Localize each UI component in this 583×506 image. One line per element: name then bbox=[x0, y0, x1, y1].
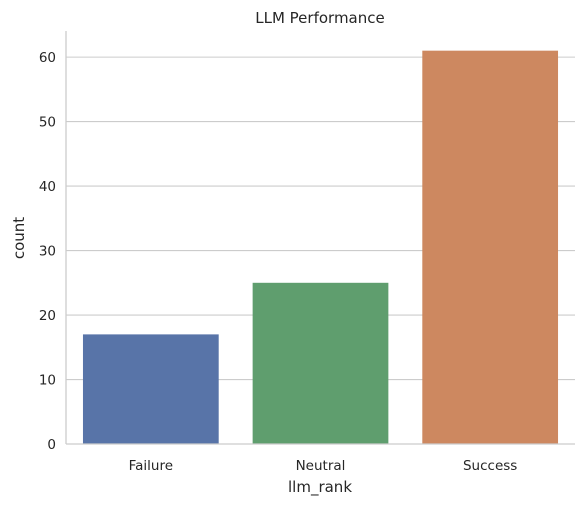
x-tick-label-failure: Failure bbox=[129, 458, 173, 474]
y-tick-label: 50 bbox=[39, 115, 56, 131]
x-tick-labels: Failure Neutral Success bbox=[129, 458, 518, 474]
y-tick-label: 40 bbox=[39, 179, 56, 195]
chart-title: LLM Performance bbox=[255, 9, 384, 27]
bars bbox=[82, 50, 559, 445]
y-tick-label: 60 bbox=[39, 50, 56, 66]
bar-failure bbox=[82, 334, 219, 444]
bar-success bbox=[422, 50, 559, 445]
x-axis-label: llm_rank bbox=[288, 478, 352, 497]
y-axis-label: count bbox=[10, 217, 28, 259]
y-tick-label: 30 bbox=[39, 244, 56, 260]
y-tick-label: 10 bbox=[39, 373, 56, 389]
y-tick-labels: 0 10 20 30 40 50 60 bbox=[39, 50, 56, 453]
y-tick-label: 0 bbox=[47, 437, 56, 453]
bar-neutral bbox=[252, 282, 389, 444]
x-tick-label-neutral: Neutral bbox=[296, 458, 346, 474]
x-tick-label-success: Success bbox=[463, 458, 517, 474]
y-tick-label: 20 bbox=[39, 308, 56, 324]
